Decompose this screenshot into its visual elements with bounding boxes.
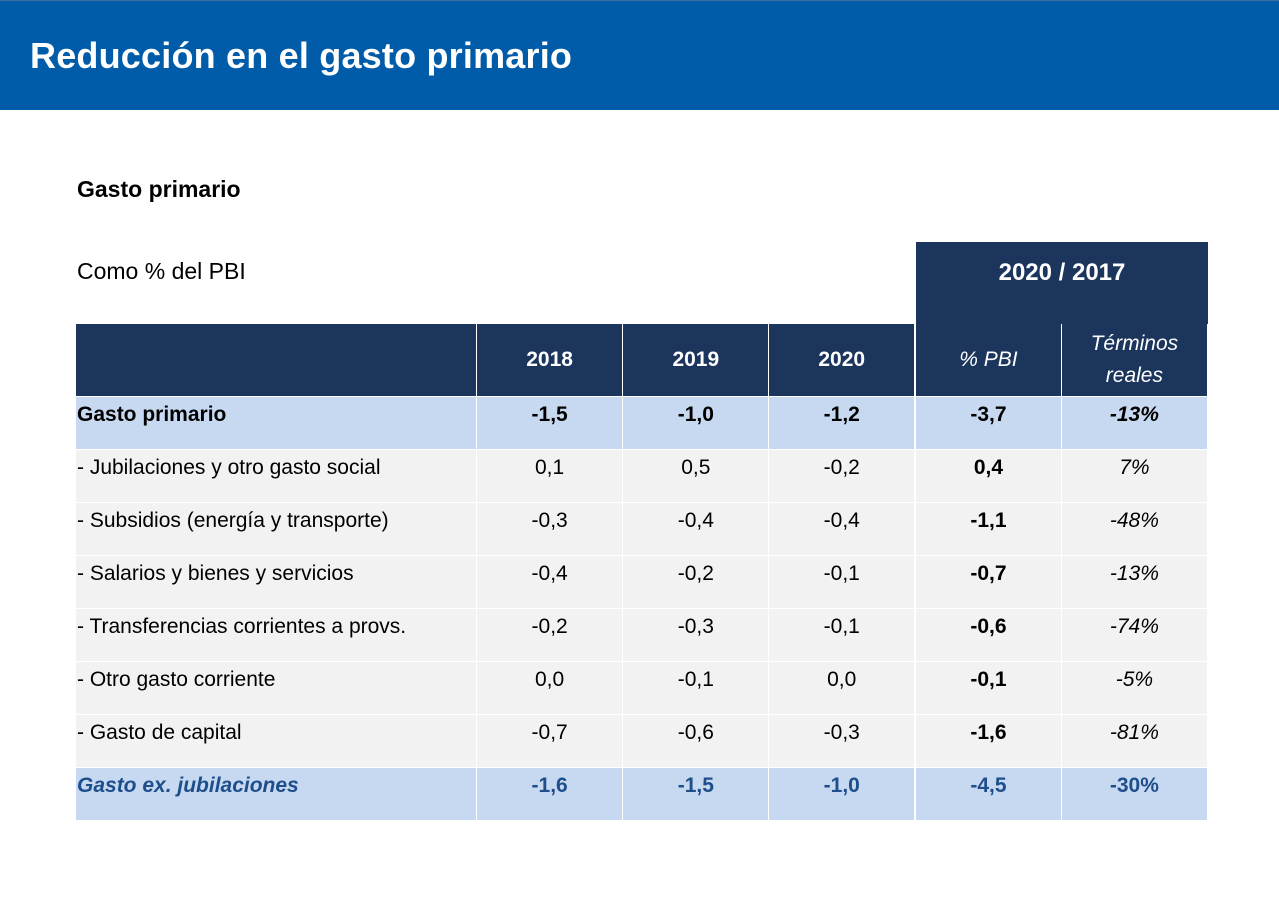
value-2019: -1,0 [622, 396, 770, 450]
header-label [76, 324, 478, 397]
header-real-line2: reales [1105, 363, 1163, 387]
value-2019: -0,4 [622, 502, 770, 556]
value-2018: -0,4 [476, 555, 624, 609]
value-pbi: -4,5 [914, 767, 1062, 821]
value-2019: -1,5 [622, 767, 770, 821]
header-2018: 2018 [476, 324, 624, 397]
header-terminos-reales: Términos reales [1061, 324, 1209, 397]
value-2019: 0,5 [622, 449, 770, 503]
row-label: - Transferencias corrientes a provs. [76, 608, 478, 662]
value-2020: -0,1 [768, 608, 916, 662]
section-subtitle: Gasto primario [77, 176, 241, 202]
header-pbi: % PBI [914, 324, 1062, 397]
table-row: - Transferencias corrientes a provs. -0,2… [76, 608, 1209, 662]
value-real: -81% [1061, 714, 1209, 768]
header-2020: 2020 [768, 324, 916, 397]
value-2020: -0,4 [768, 502, 916, 556]
table-row: - Otro gasto corriente 0,0 -0,1 0,0 -0,1 -5% [76, 661, 1209, 715]
value-real: 7% [1061, 449, 1209, 503]
value-pbi: -0,1 [914, 661, 1062, 715]
value-2018: -0,2 [476, 608, 624, 662]
row-label: - Gasto de capital [76, 714, 478, 768]
header-real-line1: Términos [1090, 331, 1179, 355]
value-2020: -1,2 [768, 396, 916, 450]
value-2020: -0,3 [768, 714, 916, 768]
value-2020: -0,1 [768, 555, 916, 609]
gasto-primario-table: 2018 2019 2020 % PBI Términos reales Gas… [76, 324, 1209, 821]
group-header-2020-2017: 2020 / 2017 [916, 242, 1208, 324]
row-label: - Subsidios (energía y transporte) [76, 502, 478, 556]
value-2018: -1,6 [476, 767, 624, 821]
row-label: Gasto primario [76, 396, 478, 450]
value-pbi: -0,7 [914, 555, 1062, 609]
table-row: Gasto ex. jubilaciones -1,6 -1,5 -1,0 -4,5 -3… [76, 767, 1209, 821]
value-pbi: 0,4 [914, 449, 1062, 503]
table-row: - Salarios y bienes y servicios -0,4 -0,2-… [76, 555, 1209, 609]
value-pbi: -0,6 [914, 608, 1062, 662]
value-pbi: -1,1 [914, 502, 1062, 556]
value-real: -74% [1061, 608, 1209, 662]
value-2019: -0,1 [622, 661, 770, 715]
value-pbi: -3,7 [914, 396, 1062, 450]
value-2018: -1,5 [476, 396, 624, 450]
header-2019: 2019 [622, 324, 770, 397]
row-label: - Otro gasto corriente [76, 661, 478, 715]
value-2020: -0,2 [768, 449, 916, 503]
page-title: Reducción en el gasto primario [30, 35, 573, 76]
value-2018: -0,3 [476, 502, 624, 556]
value-2019: -0,2 [622, 555, 770, 609]
table-row: - Gasto de capital -0,7 -0,6 -0,3 -1,6 -81% [76, 714, 1209, 768]
row-label: - Salarios y bienes y servicios [76, 555, 478, 609]
table-header-row: 2018 2019 2020 % PBI Términos reales [76, 324, 1209, 397]
value-real: -5% [1061, 661, 1209, 715]
value-real: -48% [1061, 502, 1209, 556]
value-real: -30% [1061, 767, 1209, 821]
table-row: - Jubilaciones y otro gasto social 0,1 0,5… [76, 449, 1209, 503]
row-label: - Jubilaciones y otro gasto social [76, 449, 478, 503]
table-row: - Subsidios (energía y transporte) -0,3 -0… [76, 502, 1209, 556]
table-row: Gasto primario -1,5 -1,0 -1,2 -3,7 -13% [76, 396, 1209, 450]
value-2019: -0,3 [622, 608, 770, 662]
title-bar: Reducción en el gasto primario [0, 0, 1279, 110]
value-2019: -0,6 [622, 714, 770, 768]
value-2020: 0,0 [768, 661, 916, 715]
value-2018: 0,1 [476, 449, 624, 503]
value-real: -13% [1061, 555, 1209, 609]
value-pbi: -1,6 [914, 714, 1062, 768]
units-label: Como % del PBI [77, 258, 246, 284]
value-2018: -0,7 [476, 714, 624, 768]
value-real: -13% [1061, 396, 1209, 450]
value-2020: -1,0 [768, 767, 916, 821]
value-2018: 0,0 [476, 661, 624, 715]
row-label: Gasto ex. jubilaciones [76, 767, 478, 821]
